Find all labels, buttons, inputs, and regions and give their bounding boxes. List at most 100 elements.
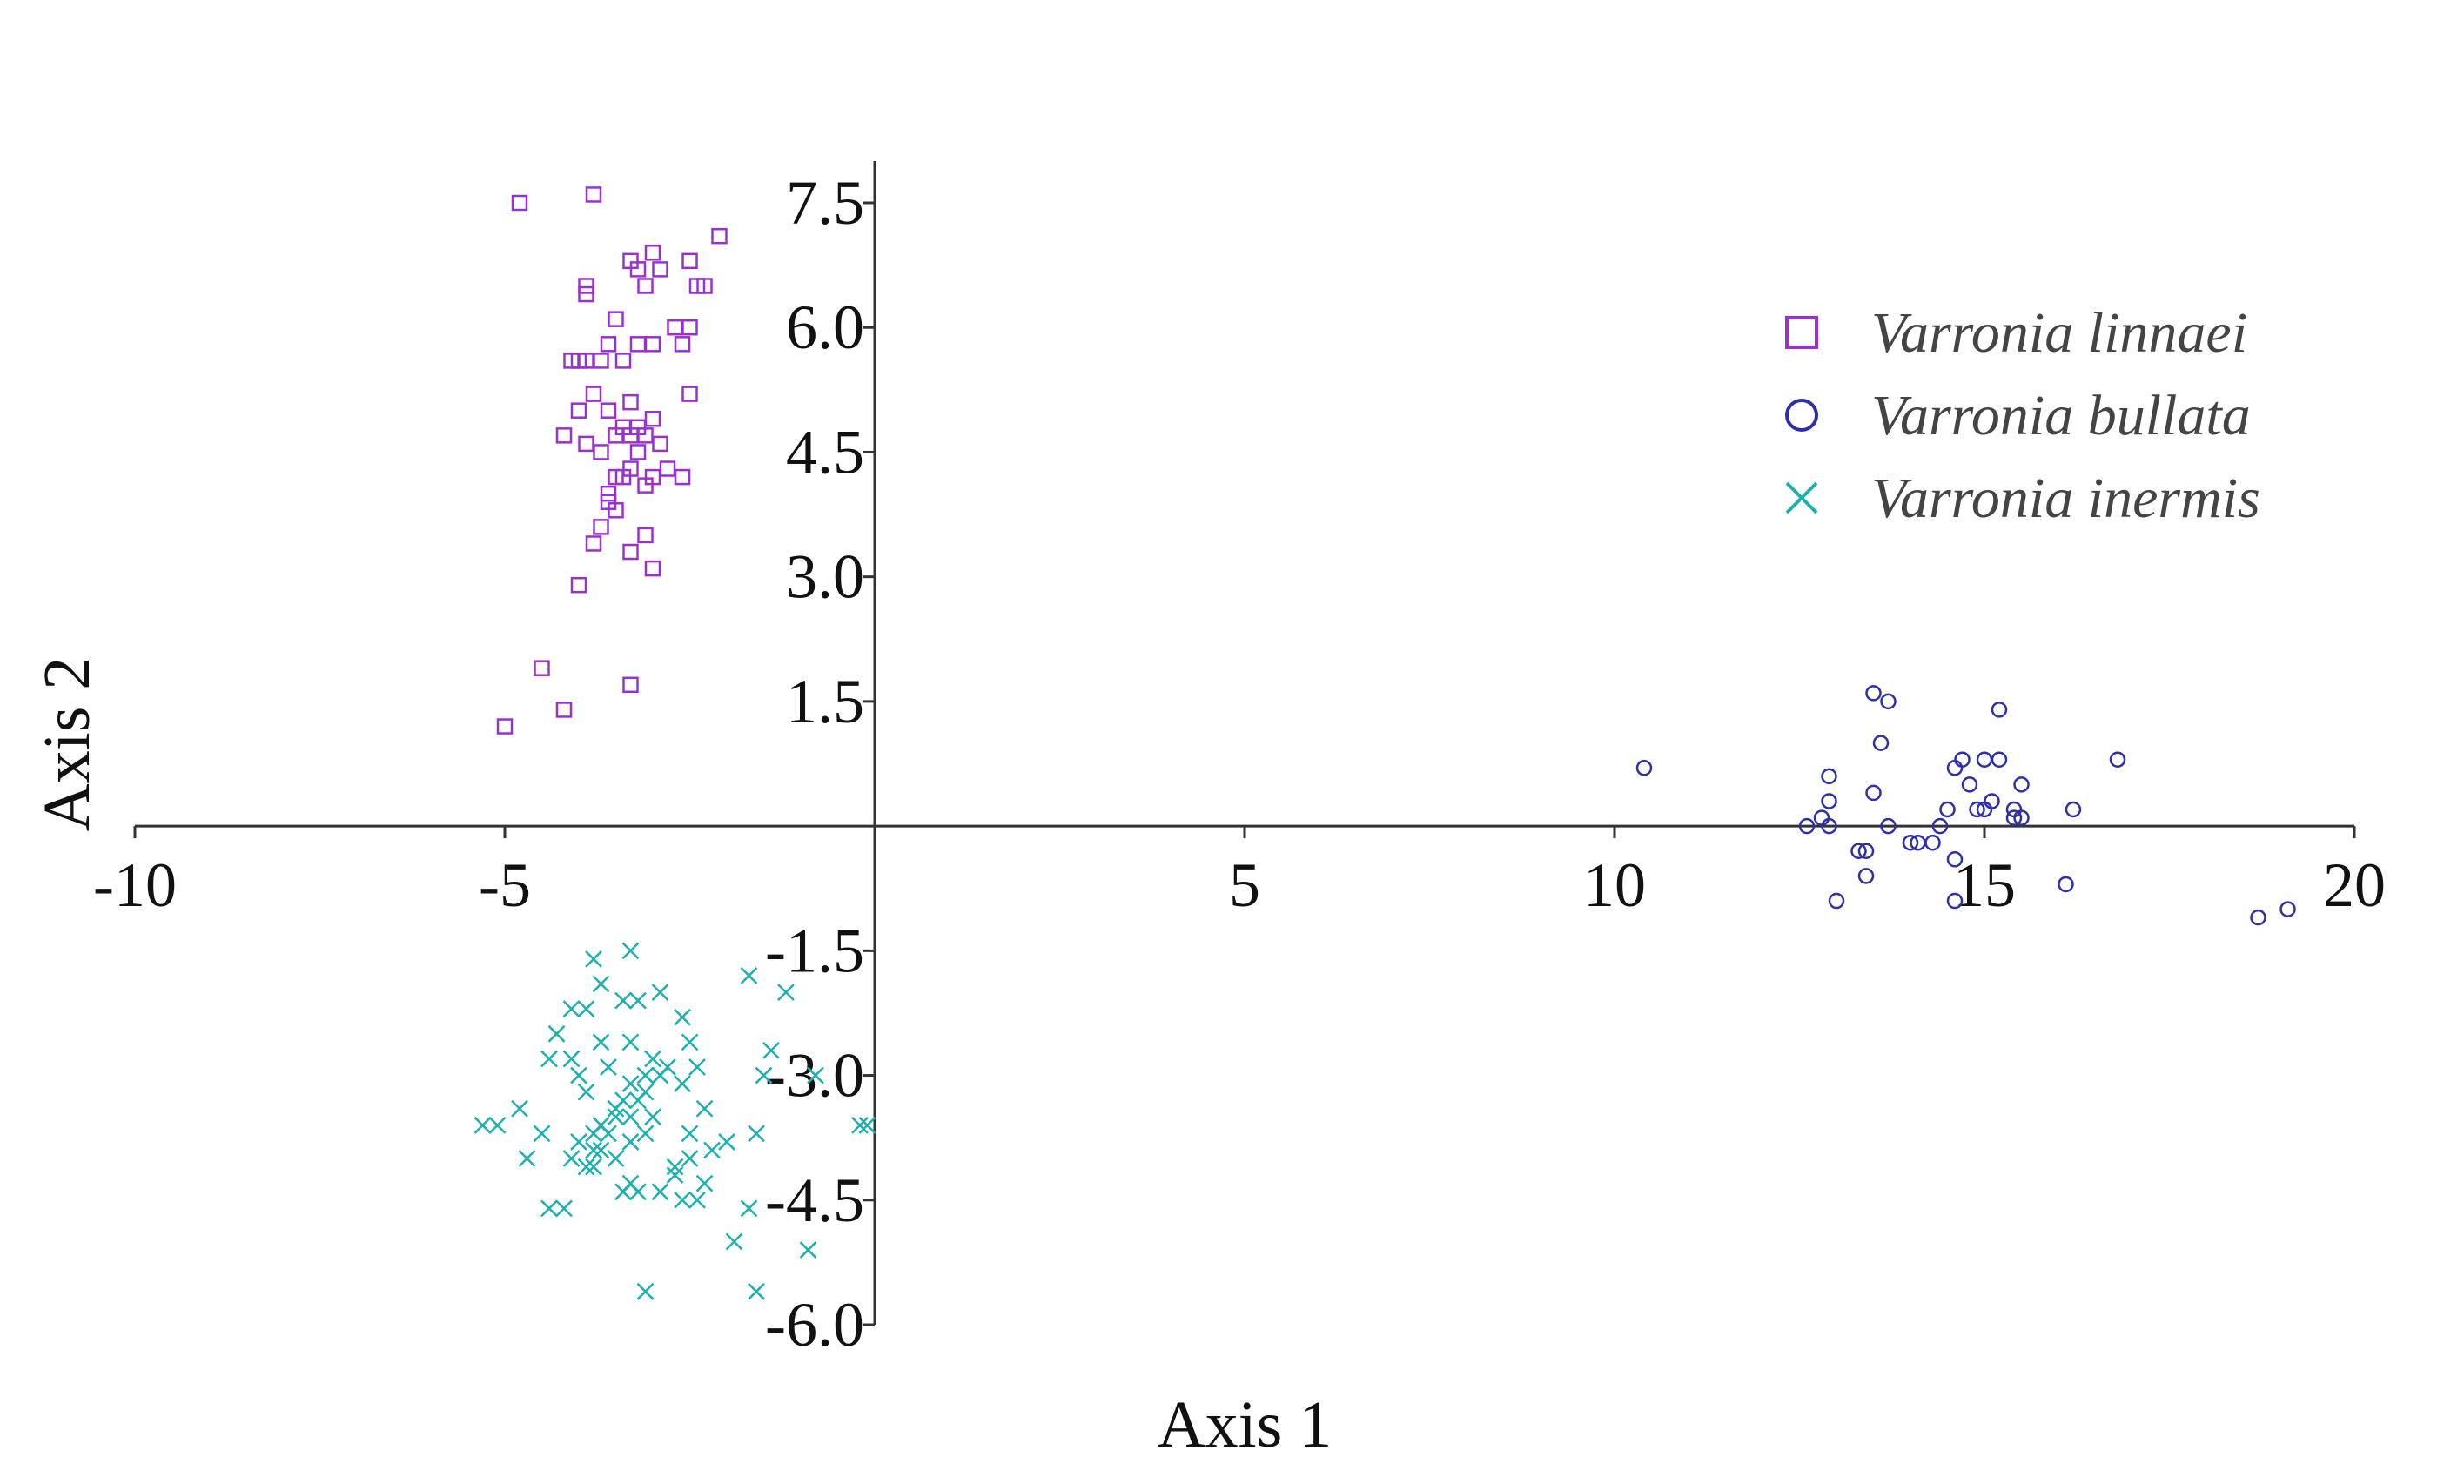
bullata-circle-point bbox=[1857, 868, 1875, 884]
inermis-x-point bbox=[621, 1075, 640, 1092]
bullata-circle-point bbox=[1798, 817, 1816, 835]
y-tick-label: 3.0 bbox=[786, 542, 864, 612]
inermis-x-point bbox=[674, 1075, 691, 1092]
linnaei-square-point bbox=[578, 278, 594, 294]
inermis-x-point bbox=[547, 1024, 566, 1043]
inermis-x-point bbox=[666, 1158, 684, 1176]
bullata-circle-point bbox=[1931, 817, 1949, 835]
bullata-circle-point bbox=[2279, 901, 2296, 917]
inermis-x-point bbox=[858, 1116, 876, 1134]
inermis-x-point bbox=[585, 1158, 602, 1176]
bullata-circle-point bbox=[1924, 834, 1941, 851]
inermis-x-point bbox=[688, 1058, 706, 1076]
x-tick-label: 10 bbox=[1583, 850, 1646, 920]
y-tick-label: -6.0 bbox=[765, 1290, 864, 1360]
linnaei-square-point bbox=[585, 535, 602, 552]
bullata-circle-point bbox=[2005, 809, 2023, 826]
inermis-x-point bbox=[600, 1058, 617, 1076]
bullata-circle-point bbox=[1880, 693, 1897, 710]
inermis-x-point bbox=[674, 1191, 691, 1209]
inermis-x-point bbox=[585, 1141, 602, 1159]
legend-x-symbol bbox=[1785, 481, 1818, 514]
inermis-x-point bbox=[533, 1125, 551, 1143]
inermis-x-point bbox=[518, 1150, 536, 1167]
inermis-x-point bbox=[577, 1000, 595, 1018]
bullata-circle-point bbox=[2013, 809, 2030, 826]
bullata-circle-point bbox=[1991, 751, 2008, 768]
inermis-x-point bbox=[718, 1133, 735, 1151]
bullata-circle-point bbox=[1865, 685, 1882, 702]
linnaei-square-point bbox=[496, 718, 514, 735]
inermis-x-point bbox=[614, 991, 632, 1010]
inermis-x-point bbox=[540, 1050, 558, 1068]
x-tick-label: -5 bbox=[479, 850, 531, 920]
legend-label-inermis: Varronia inermis bbox=[1871, 467, 2260, 530]
inermis-x-point bbox=[562, 1000, 581, 1018]
linnaei-square-point bbox=[555, 427, 573, 444]
linnaei-square-point bbox=[659, 460, 676, 477]
inermis-x-point bbox=[748, 1282, 765, 1300]
linnaei-square-point bbox=[681, 319, 698, 336]
linnaei-square-point bbox=[644, 560, 661, 577]
linnaei-square-point bbox=[644, 245, 661, 261]
inermis-x-point bbox=[777, 984, 795, 1001]
data-points bbox=[473, 186, 2296, 1300]
inermis-x-point bbox=[511, 1099, 528, 1118]
inermis-x-point bbox=[577, 1158, 595, 1176]
linnaei-square-point bbox=[629, 444, 647, 460]
linnaei-square-point bbox=[511, 194, 528, 212]
bullata-circle-point bbox=[1828, 892, 1845, 910]
legend-label-bullata: Varronia bullata bbox=[1871, 384, 2251, 447]
inermis-x-point bbox=[621, 1133, 640, 1151]
linnaei-square-point bbox=[570, 576, 587, 594]
bullata-circle-point bbox=[2250, 909, 2266, 926]
inermis-x-point bbox=[762, 1042, 780, 1059]
linnaei-square-point bbox=[711, 227, 728, 245]
linnaei-square-point bbox=[637, 527, 654, 544]
bullata-circle-point bbox=[2058, 876, 2074, 893]
inermis-x-point bbox=[681, 1033, 699, 1051]
bullata-circle-point bbox=[1865, 784, 1882, 802]
inermis-x-point bbox=[636, 1282, 655, 1300]
linnaei-square-point bbox=[600, 485, 617, 502]
inermis-x-point bbox=[748, 1125, 765, 1143]
linnaei-square-point bbox=[555, 702, 573, 718]
inermis-x-point bbox=[651, 984, 669, 1001]
bullata-circle-point bbox=[1946, 760, 1964, 776]
legend-item-linnaei: Varronia linnaei bbox=[1785, 301, 2247, 365]
inermis-x-point bbox=[540, 1199, 558, 1218]
y-tick-label: -1.5 bbox=[765, 916, 864, 985]
bullata-circle-point bbox=[1821, 768, 1837, 785]
x-tick-label: -10 bbox=[93, 850, 177, 920]
linnaei-square-point bbox=[600, 402, 617, 419]
legend-square-marker bbox=[1785, 316, 1818, 349]
linnaei-square-point bbox=[622, 676, 639, 694]
linnaei-square-point bbox=[696, 278, 713, 294]
inermis-x-point bbox=[681, 1150, 699, 1167]
inermis-x-point bbox=[473, 1116, 492, 1134]
y-tick-label: 4.5 bbox=[786, 417, 864, 487]
y-tick-label: 7.5 bbox=[786, 168, 864, 238]
linnaei-square-point bbox=[600, 336, 617, 353]
inermis-x-point bbox=[851, 1116, 869, 1134]
inermis-x-point bbox=[562, 1050, 581, 1068]
y-tick-label: 1.5 bbox=[786, 667, 864, 736]
bullata-circle-point bbox=[1984, 793, 2000, 809]
linnaei-square-point bbox=[622, 393, 639, 411]
inermis-x-point bbox=[570, 1066, 587, 1084]
inermis-x-point bbox=[807, 1066, 824, 1084]
inermis-x-point bbox=[607, 1150, 625, 1167]
inermis-x-point bbox=[725, 1232, 743, 1251]
linnaei-square-point bbox=[637, 477, 654, 494]
linnaei-square-point bbox=[667, 319, 683, 336]
bullata-circle-point bbox=[1813, 809, 1830, 826]
inermis-x-point bbox=[629, 1091, 647, 1110]
x-axis-ticks: -10 -5 5 10 15 20 bbox=[93, 826, 2386, 920]
legend-square-symbol bbox=[1785, 316, 1818, 349]
legend-x-marker bbox=[1785, 481, 1818, 514]
y-tick-label: -4.5 bbox=[765, 1165, 864, 1235]
bullata-circle-point bbox=[1872, 735, 1890, 751]
bullata-circle-point bbox=[1850, 843, 1867, 860]
linnaei-square-point bbox=[585, 386, 602, 402]
